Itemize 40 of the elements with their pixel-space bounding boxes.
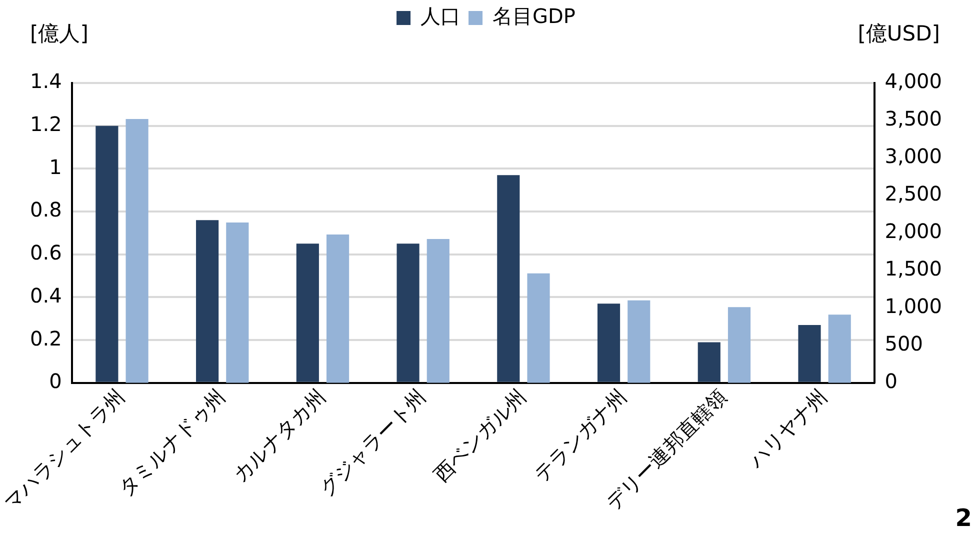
x-tick-label: ハリヤナ州 bbox=[743, 384, 832, 474]
y2-tick-label: 1,000 bbox=[884, 294, 942, 318]
bar bbox=[728, 307, 751, 383]
x-tick-label: 西ベンガル州 bbox=[428, 384, 531, 486]
bar bbox=[96, 126, 118, 382]
y2-tick-label: 1,500 bbox=[884, 256, 942, 281]
bar bbox=[396, 244, 420, 382]
bar bbox=[828, 314, 851, 383]
bar bbox=[628, 300, 650, 383]
y2-tick-label: 2,000 bbox=[884, 219, 942, 244]
bar bbox=[426, 238, 450, 383]
bar bbox=[497, 175, 520, 382]
y2-axis-title: [億USD] bbox=[858, 21, 940, 46]
bar bbox=[196, 220, 219, 382]
y-tick-label: 1.4 bbox=[30, 69, 62, 94]
y2-tick-label: 3,000 bbox=[884, 144, 942, 168]
bar bbox=[798, 325, 821, 382]
legend-label: 人口 bbox=[420, 4, 461, 28]
y-tick-label: 0.4 bbox=[30, 283, 62, 308]
bar bbox=[597, 304, 620, 382]
bar bbox=[326, 234, 350, 383]
y2-tick-label: 500 bbox=[884, 332, 923, 356]
y-tick-label: 0.8 bbox=[30, 198, 62, 222]
y-tick-label: 0.6 bbox=[30, 240, 62, 265]
bar bbox=[527, 273, 550, 383]
y-tick-label: 1.2 bbox=[30, 112, 62, 136]
y-tick-label: 0 bbox=[49, 369, 62, 394]
y-tick-label: 1 bbox=[49, 154, 62, 179]
bar bbox=[126, 118, 148, 383]
y-axis-title: [億人] bbox=[30, 21, 88, 46]
y2-tick-label: 3,500 bbox=[884, 106, 942, 131]
y2-tick-label: 0 bbox=[884, 369, 898, 394]
y2-tick-label: 2,500 bbox=[884, 182, 942, 206]
y-tick-label: 0.2 bbox=[30, 326, 62, 350]
bar bbox=[226, 222, 249, 383]
bar bbox=[698, 342, 720, 382]
y2-tick-label: 4,000 bbox=[884, 69, 942, 94]
bar bbox=[296, 244, 319, 382]
text: 2 bbox=[955, 504, 972, 532]
legend-label: 名目GDP bbox=[492, 4, 576, 28]
